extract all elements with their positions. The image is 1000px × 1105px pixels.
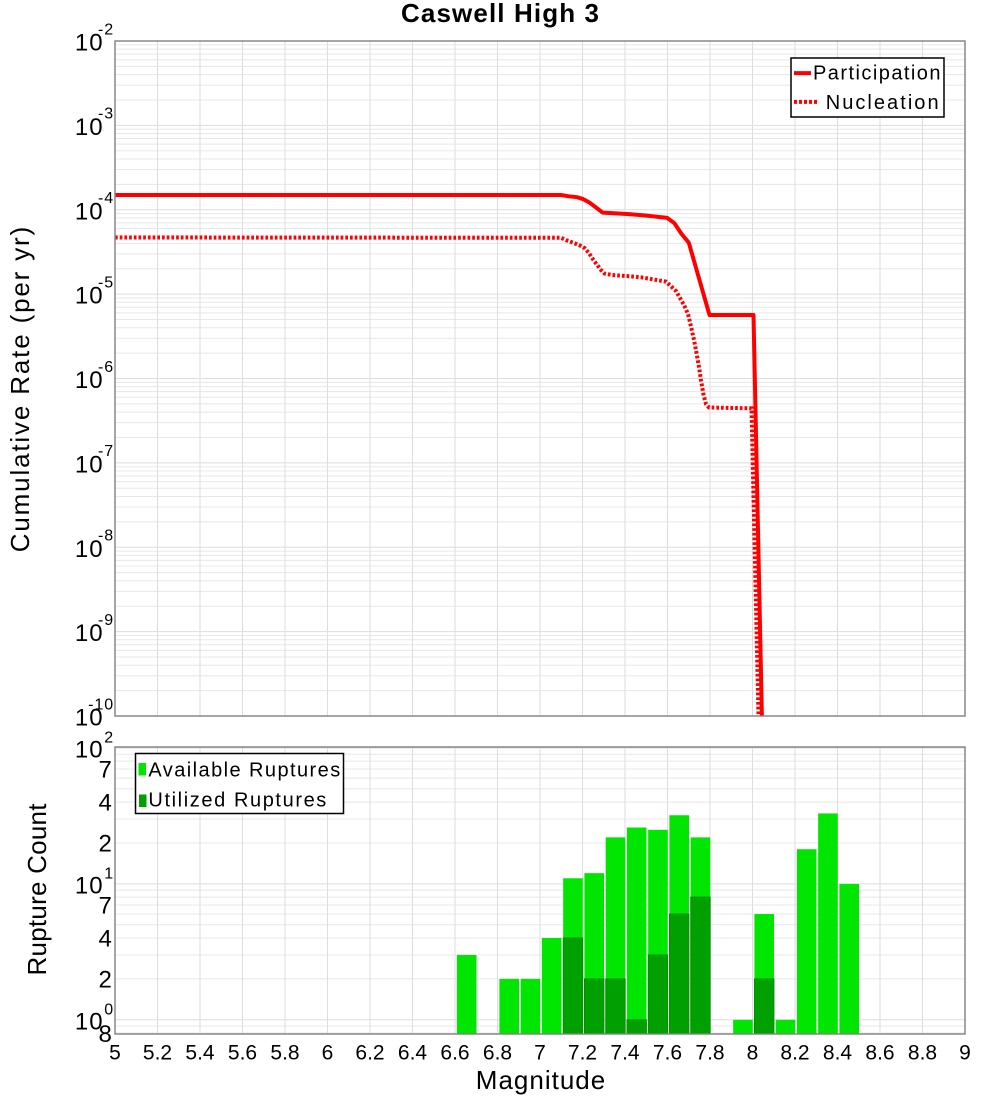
svg-text:10: 10 [75,30,104,57]
svg-text:-8: -8 [98,528,114,545]
svg-text:7: 7 [98,757,111,784]
svg-text:5: 5 [109,1042,121,1065]
svg-text:-4: -4 [98,190,114,207]
svg-text:7: 7 [534,1042,546,1065]
svg-text:6.4: 6.4 [398,1042,428,1065]
svg-text:6: 6 [322,1042,334,1065]
svg-text:6.6: 6.6 [440,1042,469,1065]
svg-text:5.6: 5.6 [228,1042,257,1065]
svg-text:0: 0 [104,1001,114,1018]
svg-text:7.4: 7.4 [610,1042,640,1065]
svg-text:-9: -9 [98,612,114,629]
svg-text:10: 10 [75,1008,104,1035]
svg-text:10: 10 [75,705,104,732]
svg-text:10: 10 [75,283,104,310]
svg-text:-5: -5 [98,274,114,291]
svg-text:1: 1 [104,865,114,882]
svg-text:10: 10 [75,114,104,141]
svg-text:Participation: Participation [813,63,941,85]
svg-text:Available Ruptures: Available Ruptures [148,760,340,782]
svg-text:-2: -2 [98,21,114,38]
svg-text:2: 2 [104,730,114,747]
svg-text:8.8: 8.8 [908,1042,937,1065]
svg-text:6.2: 6.2 [355,1042,384,1065]
svg-text:7.8: 7.8 [695,1042,724,1065]
svg-text:6.8: 6.8 [483,1042,512,1065]
svg-text:7: 7 [98,893,111,920]
svg-text:Cumulative Rate (per yr): Cumulative Rate (per yr) [5,227,35,553]
svg-text:10: 10 [75,536,104,563]
svg-text:5.4: 5.4 [185,1042,215,1065]
svg-text:Magnitude: Magnitude [476,1065,606,1095]
svg-text:Rupture Count: Rupture Count [22,803,52,976]
svg-text:Caswell High 3: Caswell High 3 [401,0,599,28]
svg-text:-3: -3 [98,106,114,123]
svg-text:7.6: 7.6 [653,1042,682,1065]
svg-text:5.2: 5.2 [143,1042,172,1065]
svg-text:-10: -10 [88,696,114,713]
svg-text:10: 10 [75,367,104,394]
svg-text:10: 10 [75,198,104,225]
svg-text:10: 10 [75,620,104,647]
svg-text:7.2: 7.2 [568,1042,597,1065]
svg-text:-6: -6 [98,359,114,376]
svg-text:8.6: 8.6 [865,1042,894,1065]
svg-text:8: 8 [98,1021,111,1048]
svg-text:-7: -7 [98,443,114,460]
svg-text:8.2: 8.2 [780,1042,809,1065]
svg-text:10: 10 [75,737,104,764]
svg-text:8.4: 8.4 [823,1042,853,1065]
svg-text:9: 9 [959,1042,971,1065]
svg-text:5.8: 5.8 [270,1042,299,1065]
svg-text:4: 4 [98,790,111,817]
svg-text:Nucleation: Nucleation [826,92,939,114]
svg-text:Utilized Ruptures: Utilized Ruptures [148,790,326,812]
svg-text:4: 4 [98,926,111,953]
svg-text:8: 8 [747,1042,759,1065]
svg-text:10: 10 [75,451,104,478]
svg-text:2: 2 [98,966,111,993]
svg-text:2: 2 [98,831,111,858]
svg-text:10: 10 [75,872,104,899]
